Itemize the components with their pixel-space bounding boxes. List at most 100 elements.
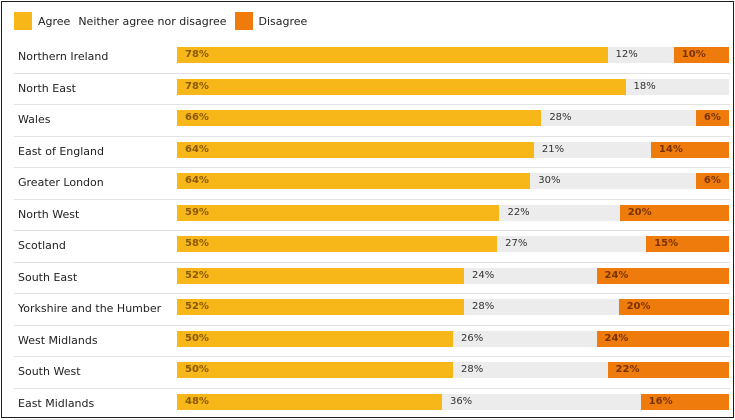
chart-row: Scotland 58% 27% 15% [14, 231, 730, 263]
bar-track: 50% 26% 24% [177, 331, 729, 347]
bar-agree: 52% [177, 268, 464, 284]
data-label-disagree: 16% [649, 394, 673, 410]
chart-row: Northern Ireland 78% 12% 10% [14, 42, 730, 74]
bar-neutral: 21% [534, 142, 651, 158]
data-label-neutral: 12% [616, 47, 638, 63]
chart-row: West Midlands 50% 26% 24% [14, 326, 730, 358]
data-label-disagree: 20% [627, 299, 651, 315]
bar-neutral: 28% [541, 110, 696, 126]
data-label-agree: 59% [185, 205, 209, 221]
data-label-agree: 52% [185, 299, 209, 315]
data-label-neutral: 28% [472, 299, 494, 315]
legend-item-disagree: Disagree [235, 12, 308, 30]
data-label-disagree: 10% [682, 47, 706, 63]
data-label-neutral: 30% [538, 173, 560, 189]
bar-disagree: 20% [619, 299, 729, 315]
category-label: Greater London [18, 168, 104, 198]
data-label-neutral: 26% [461, 331, 483, 347]
data-label-agree: 52% [185, 268, 209, 284]
bar-neutral: 28% [453, 362, 608, 378]
bar-disagree: 16% [641, 394, 729, 410]
bar-track: 48% 36% 16% [177, 394, 729, 410]
data-label-neutral: 18% [634, 79, 656, 95]
bar-disagree: 6% [696, 110, 729, 126]
bar-neutral: 18% [626, 79, 730, 95]
data-label-disagree: 15% [654, 236, 678, 252]
data-label-agree: 50% [185, 362, 209, 378]
bar-track: 50% 28% 22% [177, 362, 729, 378]
data-label-neutral: 27% [505, 236, 527, 252]
bar-agree: 48% [177, 394, 442, 410]
bar-agree: 50% [177, 362, 453, 378]
bar-neutral: 12% [608, 47, 674, 63]
bar-agree: 58% [177, 236, 497, 252]
bar-disagree: 22% [608, 362, 729, 378]
bar-agree: 64% [177, 142, 534, 158]
data-label-agree: 48% [185, 394, 209, 410]
category-label: North West [18, 200, 79, 230]
bar-track: 78% 18% [177, 79, 729, 95]
bar-agree: 78% [177, 79, 626, 95]
bar-neutral: 28% [464, 299, 619, 315]
bar-track: 52%24%24% [177, 268, 729, 284]
legend-swatch-agree [14, 12, 32, 30]
category-label: South East [18, 263, 77, 293]
bar-disagree: 10% [674, 47, 729, 63]
category-label: Northern Ireland [18, 42, 108, 72]
chart-rows: Northern Ireland 78% 12% 10% North East 78% 18… [14, 42, 730, 420]
legend-swatch-disagree [235, 12, 253, 30]
data-label-agree: 64% [185, 142, 209, 158]
data-label-disagree: 24% [605, 331, 629, 347]
data-label-neutral: 36% [450, 394, 472, 410]
data-label-neutral: 28% [461, 362, 483, 378]
legend-item-agree: Agree [14, 12, 70, 30]
bar-disagree: 14% [651, 142, 729, 158]
bar-track: 58% 27% 15% [177, 236, 729, 252]
bar-track: 52% 28% 20% [177, 299, 729, 315]
chart-row: Greater London 64% 30% 6% [14, 168, 730, 200]
bar-neutral: 36% [442, 394, 641, 410]
category-label: East Midlands [18, 389, 94, 419]
bar-agree: 78% [177, 47, 608, 63]
bar-track: 78% 12% 10% [177, 47, 729, 63]
data-label-disagree: 24% [605, 268, 629, 284]
data-label-agree: 78% [185, 47, 209, 63]
legend-label-disagree: Disagree [259, 15, 308, 28]
legend-label-neutral: Neither agree nor disagree [78, 15, 226, 28]
data-label-agree: 64% [185, 173, 209, 189]
bar-disagree: 6% [696, 173, 729, 189]
category-label: Wales [18, 105, 50, 135]
bar-neutral: 26% [453, 331, 597, 347]
chart-legend: Agree Neither agree nor disagree Disagre… [14, 12, 315, 30]
data-label-neutral: 22% [507, 205, 529, 221]
bar-track: 64% 30% 6% [177, 173, 729, 189]
bar-neutral: 22% [499, 205, 619, 221]
data-label-agree: 78% [185, 79, 209, 95]
data-label-disagree: 14% [659, 142, 683, 158]
bar-agree: 50% [177, 331, 453, 347]
data-label-disagree: 6% [704, 110, 721, 126]
data-label-neutral: 21% [542, 142, 564, 158]
legend-item-neutral: Neither agree nor disagree [78, 15, 226, 28]
category-label: Scotland [18, 231, 66, 261]
chart-row: North East 78% 18% [14, 74, 730, 106]
category-label: East of England [18, 137, 104, 167]
bar-disagree: 15% [646, 236, 729, 252]
data-label-agree: 58% [185, 236, 209, 252]
category-label: Yorkshire and the Humber [18, 294, 161, 324]
category-label: West Midlands [18, 326, 98, 356]
bar-agree: 64% [177, 173, 530, 189]
category-label: North East [18, 74, 76, 104]
chart-row: Wales 66% 28% 6% [14, 105, 730, 137]
data-label-agree: 66% [185, 110, 209, 126]
chart-row: East Midlands 48% 36% 16% [14, 389, 730, 420]
data-label-agree: 50% [185, 331, 209, 347]
chart-row: Yorkshire and the Humber 52% 28% 20% [14, 294, 730, 326]
data-label-disagree: 22% [616, 362, 640, 378]
bar-disagree: 24% [597, 331, 729, 347]
bar-agree: 59% [177, 205, 499, 221]
